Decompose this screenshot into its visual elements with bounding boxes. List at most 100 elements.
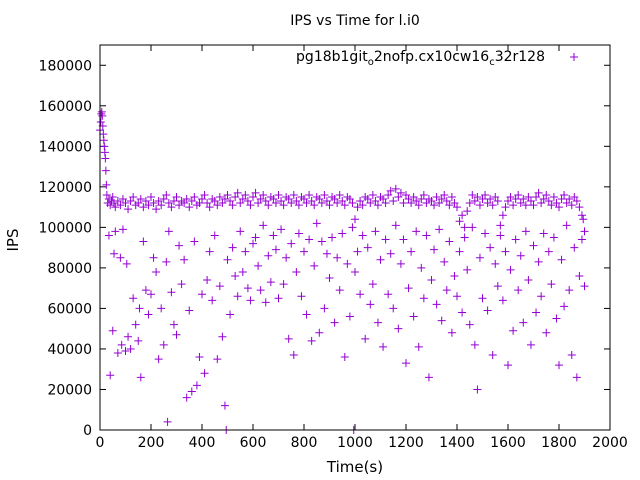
data-point [317, 237, 326, 246]
data-point [580, 282, 589, 291]
data-point [154, 197, 163, 206]
data-point [236, 227, 245, 236]
data-point [284, 195, 293, 203]
data-point [379, 195, 388, 203]
data-point [368, 280, 377, 289]
y-tick-label: 40000 [47, 342, 92, 358]
data-point [162, 257, 171, 266]
data-point [345, 195, 354, 203]
data-point [106, 201, 115, 210]
data-point [118, 195, 127, 203]
data-point [226, 197, 235, 206]
chart-title: IPS vs Time for l.i0 [290, 13, 420, 29]
data-point [488, 351, 497, 360]
data-point [445, 201, 454, 210]
data-point [381, 235, 390, 244]
data-point [458, 211, 467, 220]
data-point [358, 231, 367, 240]
x-axis-label: Time(s) [326, 458, 383, 476]
data-point [198, 195, 206, 203]
data-point [455, 217, 464, 226]
data-point [366, 199, 375, 208]
data-point [534, 257, 543, 266]
data-point [315, 328, 324, 337]
data-point [113, 349, 122, 357]
data-point [407, 199, 416, 208]
data-point [279, 201, 288, 210]
legend-part-d: c [489, 57, 495, 68]
data-point [147, 290, 155, 299]
data-point [164, 227, 173, 236]
data-point [126, 197, 135, 206]
data-point [325, 201, 334, 210]
data-point [524, 192, 533, 201]
data-point [100, 148, 109, 157]
data-point [157, 304, 166, 313]
data-point [335, 190, 344, 199]
data-point [164, 199, 173, 208]
data-point [389, 197, 398, 206]
data-point [246, 296, 255, 305]
data-point [453, 292, 461, 301]
data-point [305, 235, 314, 244]
x-tick-label: 1200 [388, 435, 424, 451]
data-point [300, 195, 308, 203]
data-point [447, 192, 456, 201]
data-point [249, 239, 257, 248]
data-point [430, 201, 439, 210]
data-point [575, 272, 584, 280]
data-point [175, 241, 184, 250]
data-point [412, 197, 421, 206]
data-point [463, 265, 472, 274]
data-point [210, 231, 219, 240]
data-point [205, 247, 214, 256]
data-point [549, 233, 558, 242]
data-point [96, 118, 105, 126]
data-point [187, 197, 196, 206]
data-point [458, 308, 467, 317]
data-point [135, 304, 144, 313]
data-point [110, 249, 119, 258]
data-point [338, 197, 347, 206]
data-point [419, 190, 428, 199]
data-point [108, 326, 117, 335]
data-point [519, 195, 528, 203]
data-point [417, 263, 426, 272]
data-point [463, 207, 472, 216]
data-point [256, 286, 265, 295]
data-point [432, 300, 441, 309]
data-point [124, 332, 133, 341]
data-point [231, 272, 240, 280]
data-point [274, 190, 283, 199]
data-point [203, 276, 212, 285]
data-point [521, 227, 530, 236]
data-point [465, 320, 474, 329]
data-point [116, 253, 125, 262]
data-point [195, 199, 204, 208]
data-point [547, 280, 556, 289]
data-point [386, 249, 395, 258]
data-point [322, 197, 331, 206]
data-point [363, 243, 372, 252]
data-point [491, 192, 500, 201]
data-point [475, 201, 484, 210]
data-point [511, 195, 520, 203]
data-point [292, 267, 301, 276]
data-point [172, 330, 181, 339]
y-tick-label: 160000 [39, 99, 92, 115]
data-point [470, 340, 479, 349]
data-point [122, 259, 131, 268]
data-point [101, 166, 110, 175]
data-point [504, 197, 512, 206]
data-point [468, 223, 477, 232]
data-point [557, 255, 566, 264]
data-point [542, 190, 551, 199]
data-point [215, 192, 224, 201]
data-point [340, 201, 349, 210]
data-point [325, 274, 334, 283]
data-point [172, 192, 181, 201]
data-point [136, 373, 145, 382]
data-point [509, 326, 518, 335]
data-point [213, 201, 222, 210]
